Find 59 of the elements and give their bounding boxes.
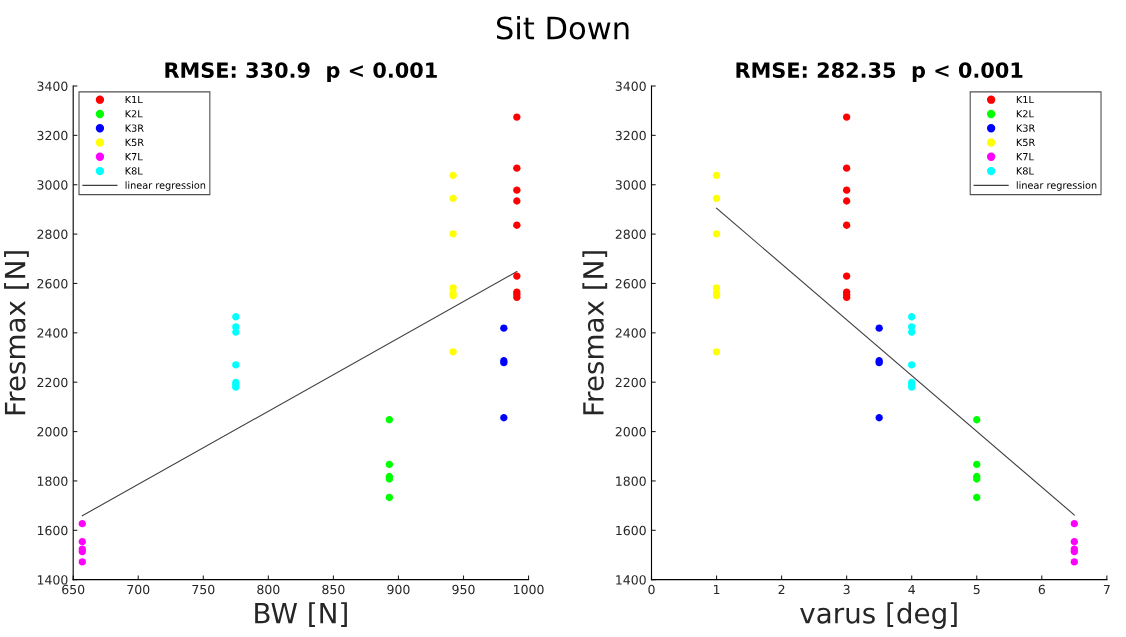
x-tick-label: 4 <box>908 584 915 595</box>
text: Sit Down <box>496 15 629 40</box>
y-axis-title: Fresmax [N] <box>582 251 608 415</box>
x-tick-label: 650 <box>62 584 85 595</box>
legend-label: K2L <box>125 110 143 118</box>
legend-label: linear regression <box>1016 181 1097 191</box>
legend-label: K1L <box>125 96 143 104</box>
x-axis-title: BW [N] <box>255 602 347 627</box>
x-tick-label: 950 <box>452 584 475 595</box>
y-tick-label: 3000 <box>615 180 646 190</box>
y-tick-label: 3200 <box>37 130 68 141</box>
legend-label: linear regression <box>125 181 206 191</box>
y-tick-label: 3000 <box>37 180 68 190</box>
legend-label: K7L <box>1016 153 1034 161</box>
legend-label: K5R <box>125 138 144 147</box>
chart-title: RMSE: 330.9 p < 0.001 <box>165 62 437 82</box>
legend-label: K7L <box>125 153 143 161</box>
x-tick-label: 900 <box>387 584 410 595</box>
y-tick-label: 1800 <box>616 476 646 486</box>
y-tick-label: 1600 <box>616 525 646 536</box>
legend-label: K8L <box>1016 167 1034 175</box>
chart-title: RMSE: 282.35 p < 0.001 <box>736 62 1023 82</box>
y-tick-label: 2600 <box>615 278 646 289</box>
legend-label: K3R <box>125 124 144 132</box>
legend-label: K1L <box>1016 96 1034 104</box>
x-tick-label: 800 <box>257 584 280 595</box>
y-tick-label: 2200 <box>615 377 646 388</box>
y-tick-label: 3400 <box>37 81 68 91</box>
x-tick-label: 2 <box>778 584 785 595</box>
x-tick-label: 0 <box>648 584 655 595</box>
y-tick-label: 1400 <box>616 575 646 585</box>
y-tick-label: 1600 <box>37 525 68 536</box>
x-axis-title: varus [deg] <box>800 602 957 630</box>
x-tick-label: 750 <box>192 584 215 595</box>
x-tick-label: 850 <box>322 584 345 595</box>
y-tick-label: 2400 <box>615 328 646 338</box>
x-tick-label: 1 <box>713 584 720 595</box>
y-tick-label: 3200 <box>615 130 646 141</box>
x-tick-label: 1000 <box>514 584 544 595</box>
legend-label: K3R <box>1016 124 1035 132</box>
x-tick-label: 3 <box>843 584 850 595</box>
y-tick-label: 2800 <box>615 229 646 240</box>
legend-label: K2L <box>1016 110 1034 118</box>
y-tick-label: 2800 <box>37 229 68 240</box>
x-tick-label: 5 <box>973 584 980 595</box>
y-tick-label: 2000 <box>37 427 68 437</box>
y-axis-title: Fresmax [N] <box>4 251 29 415</box>
y-tick-label: 1800 <box>37 476 68 486</box>
legend-label: K5R <box>1016 138 1035 147</box>
x-tick-label: 7 <box>1103 584 1110 595</box>
y-tick-label: 2400 <box>37 328 68 338</box>
y-tick-label: 2200 <box>37 377 68 388</box>
y-tick-label: 3400 <box>615 81 646 91</box>
x-tick-label: 6 <box>1038 584 1045 595</box>
y-tick-label: 2600 <box>37 278 68 289</box>
y-tick-label: 1400 <box>37 575 68 585</box>
y-tick-label: 2000 <box>615 427 646 437</box>
legend-label: K8L <box>125 167 143 175</box>
x-tick-label: 700 <box>127 584 150 595</box>
